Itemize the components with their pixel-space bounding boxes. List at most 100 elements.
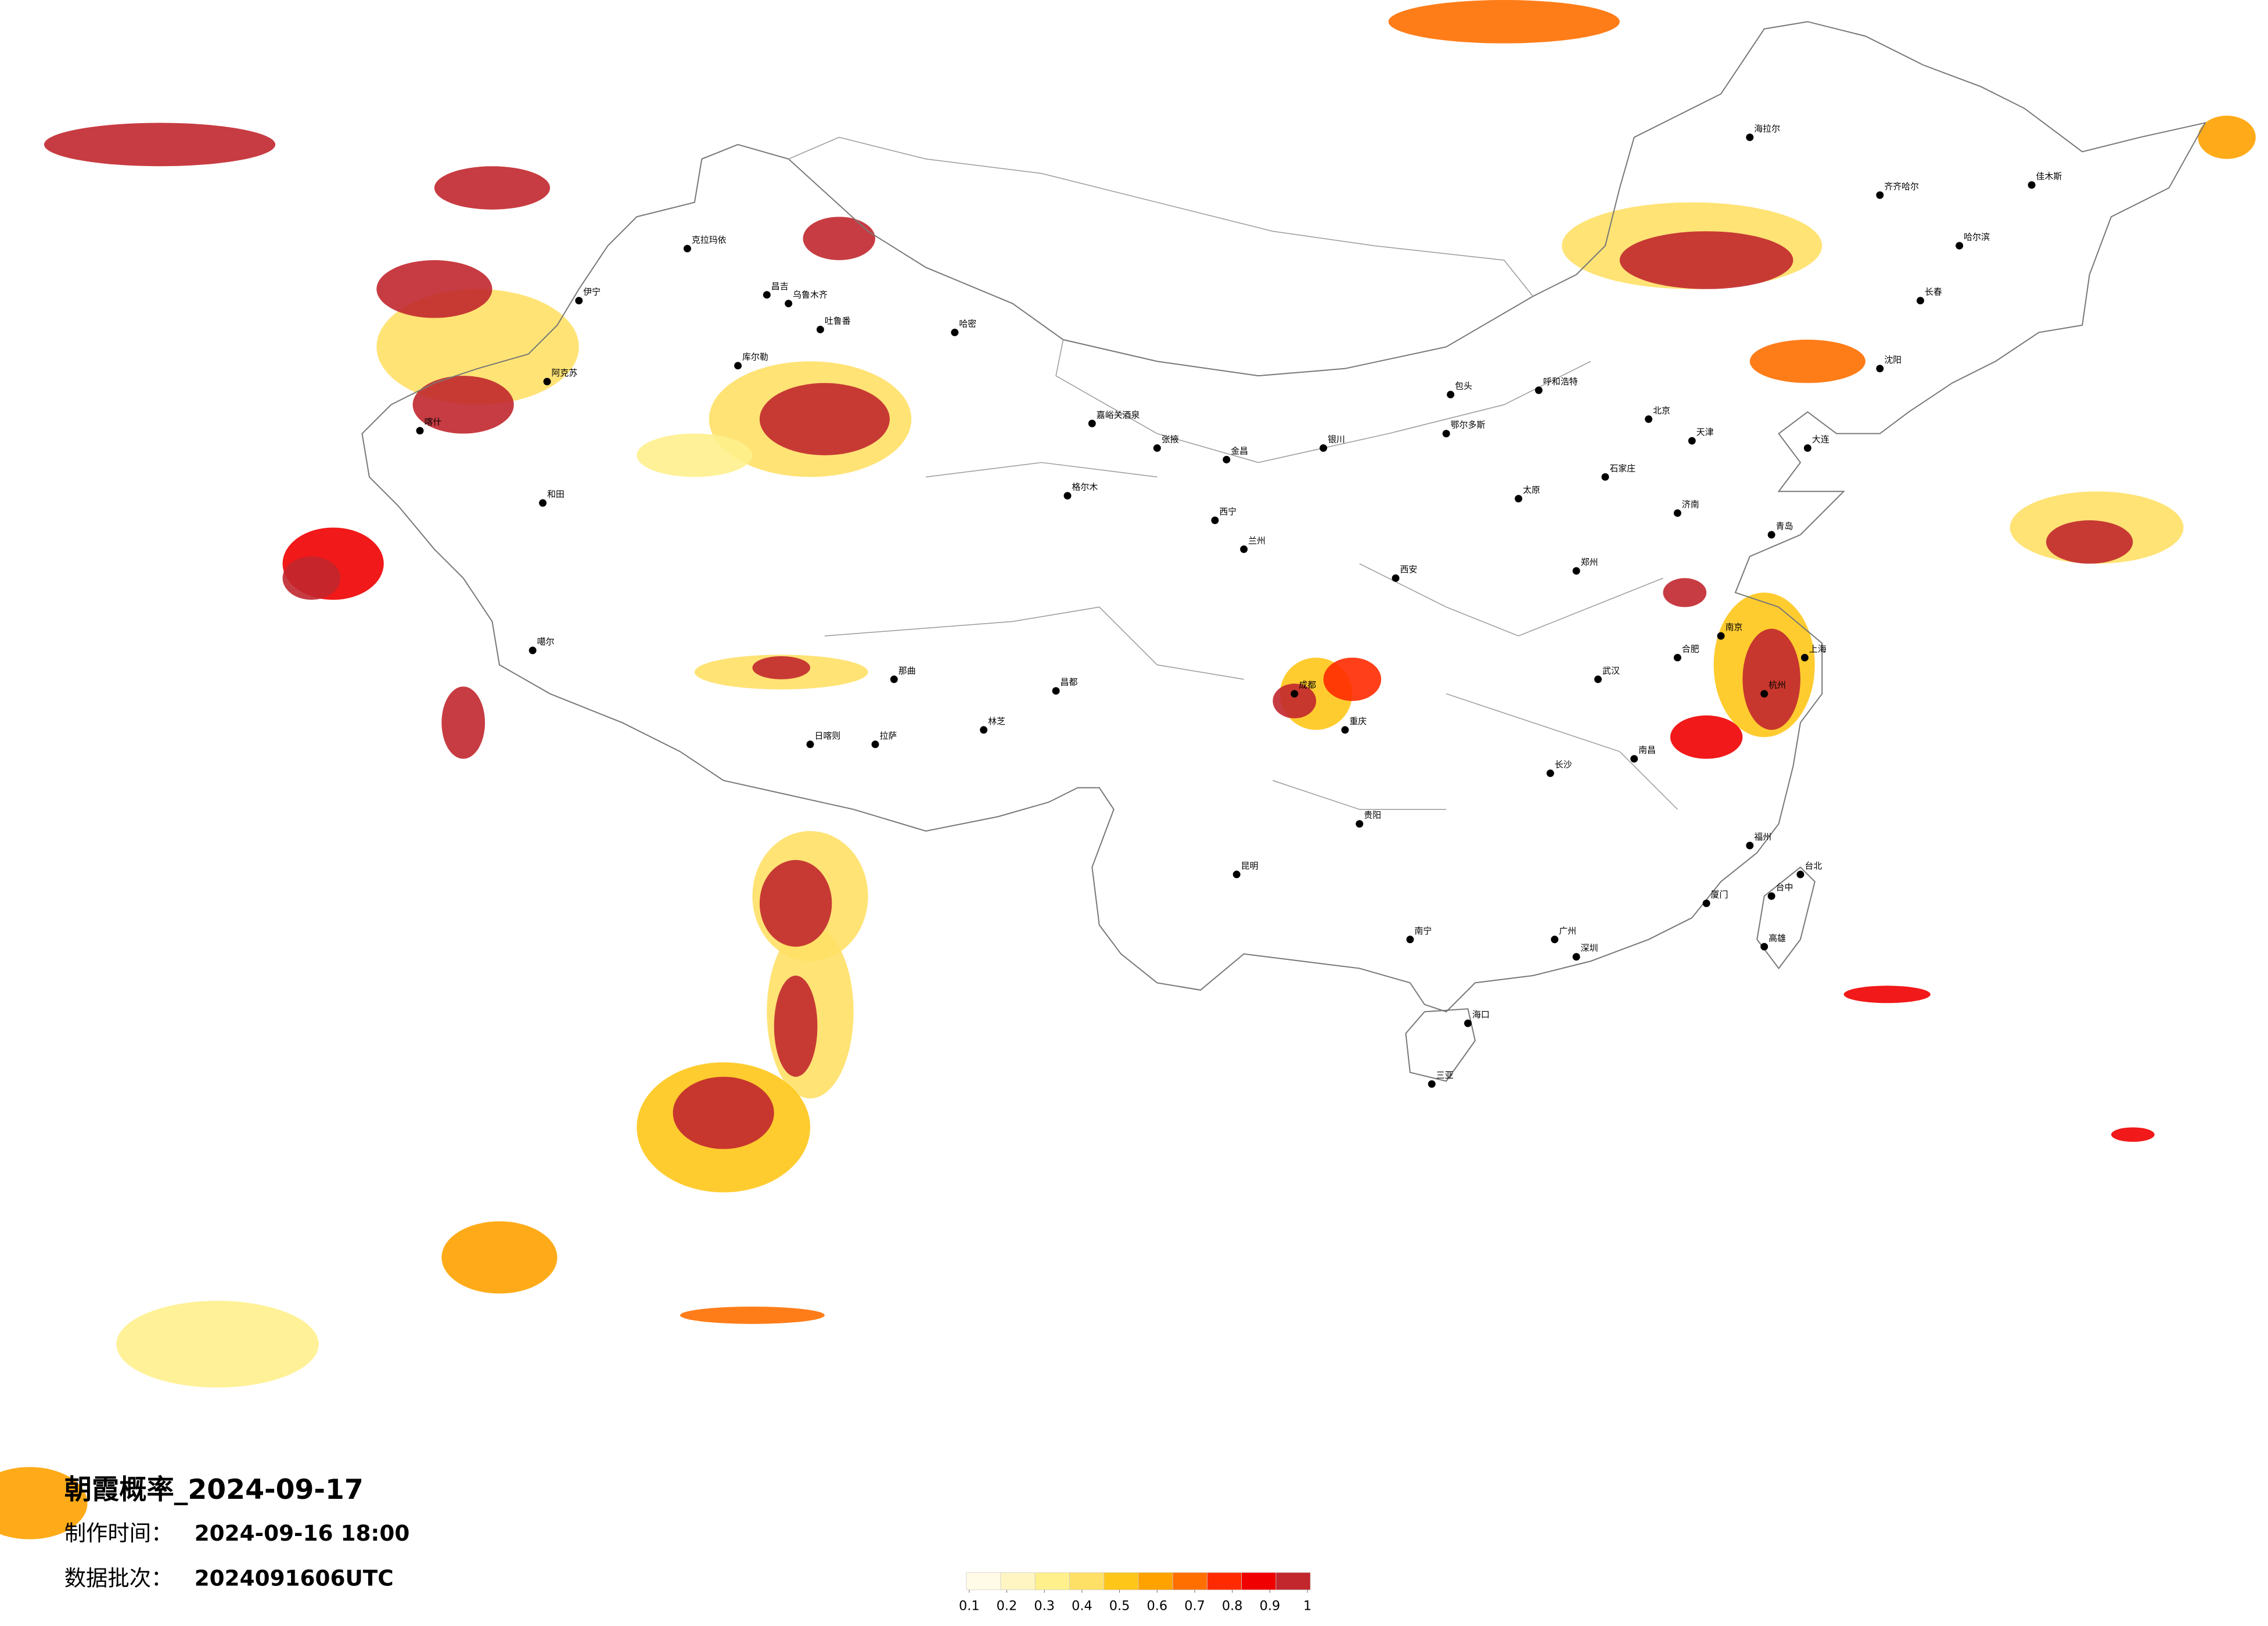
city-label: 昌都 bbox=[1061, 677, 1078, 688]
city-label: 喀什 bbox=[424, 417, 441, 427]
city-dot bbox=[683, 244, 691, 253]
city-label: 克拉玛依 bbox=[692, 235, 727, 245]
map-title: 朝霞概率_2024-09-17 bbox=[64, 1474, 364, 1506]
probability-blob bbox=[759, 859, 832, 947]
city-dot bbox=[1153, 444, 1161, 452]
city-dot bbox=[529, 646, 537, 654]
probability-blob bbox=[1388, 0, 1620, 44]
city-label: 合肥 bbox=[1682, 643, 1699, 654]
city-dot bbox=[1673, 653, 1681, 661]
city-dot bbox=[1572, 953, 1580, 961]
city-label: 海拉尔 bbox=[1754, 123, 1780, 134]
legend-tick-label: 0.7 bbox=[1184, 1599, 1205, 1614]
hainan bbox=[1405, 1008, 1476, 1082]
probability-blob bbox=[803, 217, 875, 260]
city-label: 杭州 bbox=[1769, 680, 1786, 690]
city-label: 拉萨 bbox=[879, 731, 897, 741]
probability-blob bbox=[1663, 578, 1707, 607]
city-dot bbox=[543, 377, 551, 386]
city-label: 济南 bbox=[1682, 499, 1699, 510]
city-dot bbox=[1876, 191, 1884, 199]
probability-blob bbox=[1323, 657, 1382, 702]
city-dot bbox=[951, 328, 959, 336]
city-label: 重庆 bbox=[1349, 716, 1367, 726]
city-dot bbox=[763, 291, 771, 299]
city-dot bbox=[1442, 430, 1450, 438]
city-dot bbox=[1392, 574, 1400, 582]
city-label: 长春 bbox=[1925, 287, 1942, 297]
city-dot bbox=[1767, 531, 1775, 539]
city-dot bbox=[1211, 516, 1219, 524]
city-dot bbox=[416, 427, 424, 435]
legend-swatch bbox=[966, 1572, 1001, 1591]
city-label: 天津 bbox=[1696, 427, 1714, 437]
city-dot bbox=[1546, 769, 1554, 778]
city-label: 金昌 bbox=[1231, 446, 1248, 456]
city-label: 石家庄 bbox=[1609, 463, 1636, 473]
city-dot bbox=[1063, 492, 1072, 500]
city-label: 上海 bbox=[1809, 643, 1827, 654]
legend-swatch bbox=[1241, 1572, 1277, 1591]
city-label: 和田 bbox=[547, 489, 565, 499]
probability-blob bbox=[673, 1077, 774, 1149]
legend-tick-label: 0.8 bbox=[1222, 1599, 1243, 1614]
city-dot bbox=[980, 726, 988, 734]
city-dot bbox=[1717, 632, 1725, 640]
city-dot bbox=[1515, 495, 1523, 503]
city-dot bbox=[1746, 841, 1754, 850]
probability-blob bbox=[1619, 231, 1793, 289]
city-label: 林芝 bbox=[988, 716, 1005, 726]
city-dot bbox=[1630, 755, 1638, 763]
legend-tick-label: 0.1 bbox=[959, 1599, 980, 1614]
legend-swatch bbox=[1207, 1572, 1242, 1591]
city-dot bbox=[1223, 455, 1231, 463]
city-dot bbox=[1601, 473, 1609, 481]
city-dot bbox=[890, 675, 898, 684]
city-label: 昌吉 bbox=[771, 281, 789, 292]
city-label: 阿克苏 bbox=[551, 368, 577, 378]
probability-blob bbox=[759, 383, 890, 455]
city-label: 乌鲁木齐 bbox=[793, 290, 828, 300]
legend-swatch bbox=[1172, 1572, 1207, 1591]
city-label: 沈阳 bbox=[1884, 355, 1902, 365]
city-label: 南宁 bbox=[1414, 926, 1432, 936]
city-dot bbox=[1916, 297, 1924, 305]
city-dot bbox=[1534, 386, 1543, 394]
probability-blob bbox=[1670, 715, 1743, 759]
legend-swatch bbox=[1000, 1572, 1036, 1591]
city-label: 西安 bbox=[1400, 564, 1417, 575]
city-label: 北京 bbox=[1653, 405, 1670, 416]
city-label: 库尔勒 bbox=[742, 352, 768, 362]
city-dot bbox=[1447, 390, 1455, 398]
city-label: 郑州 bbox=[1581, 557, 1598, 567]
city-label: 嘉峪关酒泉 bbox=[1097, 409, 1140, 420]
legend-tick-label: 0.6 bbox=[1147, 1599, 1168, 1614]
city-label: 三亚 bbox=[1436, 1070, 1454, 1081]
city-label: 厦门 bbox=[1711, 890, 1728, 900]
city-label: 青岛 bbox=[1776, 521, 1793, 531]
probability-blob bbox=[2046, 520, 2133, 564]
legend-swatch bbox=[1275, 1572, 1311, 1591]
city-dot bbox=[1551, 936, 1559, 944]
probability-blob bbox=[2198, 116, 2256, 159]
city-label: 佳木斯 bbox=[2036, 171, 2062, 182]
legend-swatch bbox=[1034, 1572, 1070, 1591]
city-dot bbox=[1320, 444, 1328, 452]
probability-blob bbox=[441, 686, 485, 759]
city-dot bbox=[1240, 545, 1248, 553]
probability-blob bbox=[2111, 1127, 2155, 1142]
city-dot bbox=[1746, 133, 1754, 141]
city-dot bbox=[1464, 1019, 1472, 1027]
city-dot bbox=[1232, 870, 1241, 879]
neighbor-border bbox=[788, 136, 1678, 810]
city-label: 成都 bbox=[1299, 680, 1316, 690]
probability-blob bbox=[680, 1306, 825, 1324]
city-dot bbox=[734, 362, 742, 370]
city-label: 呼和浩特 bbox=[1543, 376, 1578, 387]
city-dot bbox=[1594, 675, 1602, 684]
city-dot bbox=[1803, 444, 1811, 452]
legend-tick-label: 0.2 bbox=[997, 1599, 1018, 1614]
city-dot bbox=[871, 740, 879, 749]
city-label: 福州 bbox=[1754, 832, 1771, 842]
